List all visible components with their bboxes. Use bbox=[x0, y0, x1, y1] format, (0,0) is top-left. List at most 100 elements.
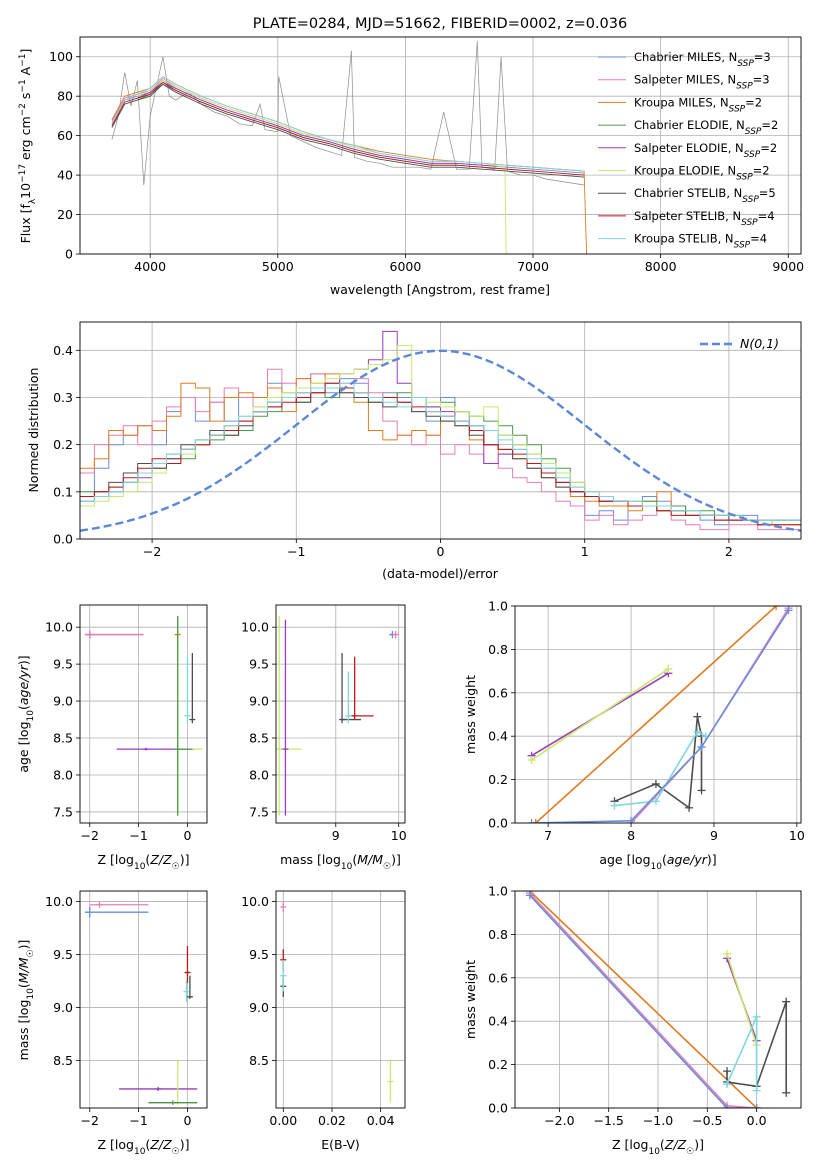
x-tick-label: 0.0 bbox=[747, 1113, 767, 1128]
age-vs-metallicity-xlabel: Z [log10(Z/Z☉)] bbox=[98, 852, 190, 872]
x-tick-label: 9000 bbox=[772, 259, 804, 274]
model-line-kroupa_stelib bbox=[111, 75, 585, 172]
y-tick-label: 0.4 bbox=[488, 1014, 508, 1029]
y-tick-label: 0.2 bbox=[488, 1057, 508, 1072]
plot-area bbox=[80, 330, 801, 532]
y-tick-label: 10.0 bbox=[45, 620, 73, 635]
x-tick-label: −2.0 bbox=[544, 1113, 574, 1128]
spectrum-legend: Chabrier MILES, NSSP=3 Salpeter MILES, NS… bbox=[598, 50, 778, 251]
model-line-kroupa_miles bbox=[111, 75, 588, 254]
y-tick-label: 9.5 bbox=[53, 947, 73, 962]
legend-entry: Kroupa STELIB, NSSP=4 bbox=[634, 232, 767, 251]
mass-weight-vs-metallicity: −2.0 −1.5 −1.0 −0.5 0.0 0.0 0.2 0.4 0.6 0.8 1.0 Z [… bbox=[463, 884, 802, 1157]
x-tick-label: −1 bbox=[287, 544, 305, 559]
legend-entry: Kroupa ELODIE, NSSP=2 bbox=[634, 164, 770, 183]
x-tick-label: 7000 bbox=[517, 259, 549, 274]
y-tick-label: 9.5 bbox=[53, 657, 73, 672]
y-tick-label: 9.0 bbox=[53, 694, 73, 709]
x-tick-label: 0 bbox=[437, 544, 445, 559]
y-tick-label: 9.0 bbox=[249, 1000, 269, 1015]
y-tick-label: 7.5 bbox=[53, 804, 73, 819]
x-tick-label: 0 bbox=[183, 828, 191, 843]
weight-line-kroupa_stelib bbox=[726, 1016, 758, 1091]
axes-frame bbox=[79, 604, 208, 824]
x-tick-label: 7 bbox=[544, 828, 552, 843]
y-tick-label: 80 bbox=[57, 89, 73, 104]
x-tick-label: −1 bbox=[129, 1113, 147, 1128]
weight-line-chabrier_miles bbox=[529, 894, 757, 1108]
x-tick-label: 0.04 bbox=[367, 1113, 395, 1128]
y-tick-label: 8.5 bbox=[249, 1053, 269, 1068]
y-tick-label: 9.0 bbox=[249, 694, 269, 709]
y-tick-label: 9.0 bbox=[53, 1000, 73, 1015]
x-tick-label: −2 bbox=[81, 1113, 99, 1128]
axes-frame bbox=[514, 605, 802, 824]
x-tick-label: 4000 bbox=[134, 259, 166, 274]
x-tick-label: 9 bbox=[710, 828, 718, 843]
y-tick-label: 0.0 bbox=[53, 532, 73, 547]
model-line-salpeter_elodie bbox=[137, 81, 508, 168]
y-tick-label: 0.2 bbox=[53, 437, 73, 452]
y-tick-label: 40 bbox=[57, 168, 73, 183]
y-tick-label: 0.3 bbox=[53, 390, 73, 405]
spectrum-chart: 4000 5000 6000 7000 8000 9000 0 20 40 60 80 100 PLAT… bbox=[18, 16, 804, 297]
mass-weight-vs-metallicity-ylabel: mass weight bbox=[463, 960, 478, 1039]
y-tick-label: 100 bbox=[49, 49, 73, 64]
model-line-chabrier_miles bbox=[111, 79, 585, 174]
model-line-chabrier_stelib bbox=[111, 83, 585, 178]
mass-vs-metallicity: −2 −1 0 8.5 9.0 9.5 10.0 Z [log10(Z/Z☉)] mass [l… bbox=[16, 890, 208, 1157]
x-tick-label: −1 bbox=[129, 828, 147, 843]
y-tick-label: 8.0 bbox=[53, 767, 73, 782]
spectrum-xlabel: wavelength [Angstrom, rest frame] bbox=[330, 282, 550, 297]
plot-area bbox=[84, 616, 203, 816]
residual-histogram: −2 −1 0 1 2 0.0 0.1 0.2 0.3 0.4 (data-model)/error… bbox=[26, 321, 802, 581]
x-tick-label: 10 bbox=[789, 828, 805, 843]
gaussian-curve bbox=[80, 349, 801, 532]
mass-vs-extinction: 0.00 0.02 0.04 8.5 9.0 9.5 10.0 E(B-V) bbox=[241, 890, 406, 1152]
model-line-salpeter_stelib bbox=[111, 81, 585, 176]
legend-entry: Salpeter STELIB, NSSP=4 bbox=[634, 209, 775, 228]
axes-frame bbox=[79, 321, 802, 540]
histogram-legend-label: N(0,1) bbox=[740, 336, 779, 351]
y-tick-label: 0 bbox=[65, 247, 73, 262]
mass-weight-vs-metallicity-xlabel: Z [log10(Z/Z☉)] bbox=[612, 1137, 704, 1157]
axes-frame bbox=[79, 36, 802, 255]
x-tick-label: −1.0 bbox=[643, 1113, 673, 1128]
plot-area bbox=[527, 606, 793, 823]
legend-entry: Chabrier ELODIE, NSSP=2 bbox=[634, 118, 778, 137]
y-tick-label: 10.0 bbox=[45, 894, 73, 909]
histogram-xlabel: (data-model)/error bbox=[382, 566, 499, 581]
plot-area bbox=[280, 901, 394, 1103]
mass-weight-vs-age-xlabel: age [log10(age/yr)] bbox=[599, 852, 716, 872]
y-tick-label: 10.0 bbox=[241, 894, 269, 909]
spectrum-title: PLATE=0284, MJD=51662, FIBERID=0002, z=0… bbox=[253, 16, 627, 32]
age-vs-metallicity-ylabel: age [log10(age/yr)] bbox=[16, 655, 36, 772]
y-tick-label: 1.0 bbox=[488, 884, 508, 899]
x-tick-label: 8 bbox=[627, 828, 635, 843]
age-vs-metallicity: −2 −1 0 7.5 8.0 8.5 9.0 9.5 10.0 Z [log10(Z/Z☉)] a… bbox=[16, 604, 208, 872]
y-tick-label: 0.8 bbox=[488, 927, 508, 942]
axes-frame bbox=[275, 890, 406, 1109]
y-tick-label: 60 bbox=[57, 128, 73, 143]
weight-line-kroupa_elodie bbox=[726, 953, 758, 1046]
legend-entry: Chabrier MILES, NSSP=3 bbox=[634, 50, 771, 69]
y-tick-label: 8.5 bbox=[53, 1053, 73, 1068]
x-tick-label: 0 bbox=[183, 1113, 191, 1128]
y-tick-label: 0.6 bbox=[488, 970, 508, 985]
weight-line-kroupa_elodie bbox=[531, 668, 669, 761]
x-tick-label: 9 bbox=[332, 828, 340, 843]
weight-line-kroupa_stelib bbox=[614, 730, 707, 807]
weight-line-chabrier_miles bbox=[531, 609, 790, 823]
legend-entry: Chabrier STELIB, NSSP=5 bbox=[634, 186, 776, 205]
y-tick-label: 0.0 bbox=[488, 1101, 508, 1116]
model-line-chabrier_elodie bbox=[137, 83, 508, 170]
x-tick-label: 1 bbox=[581, 544, 589, 559]
y-tick-label: 9.5 bbox=[249, 657, 269, 672]
histogram-step-salpeter_miles bbox=[80, 368, 801, 531]
histogram-step-kroupa_miles bbox=[80, 373, 801, 526]
plot-area bbox=[525, 891, 791, 1108]
legend-entry: Salpeter ELODIE, NSSP=2 bbox=[634, 141, 777, 160]
axes-frame bbox=[275, 604, 406, 824]
y-tick-label: 0.8 bbox=[488, 642, 508, 657]
